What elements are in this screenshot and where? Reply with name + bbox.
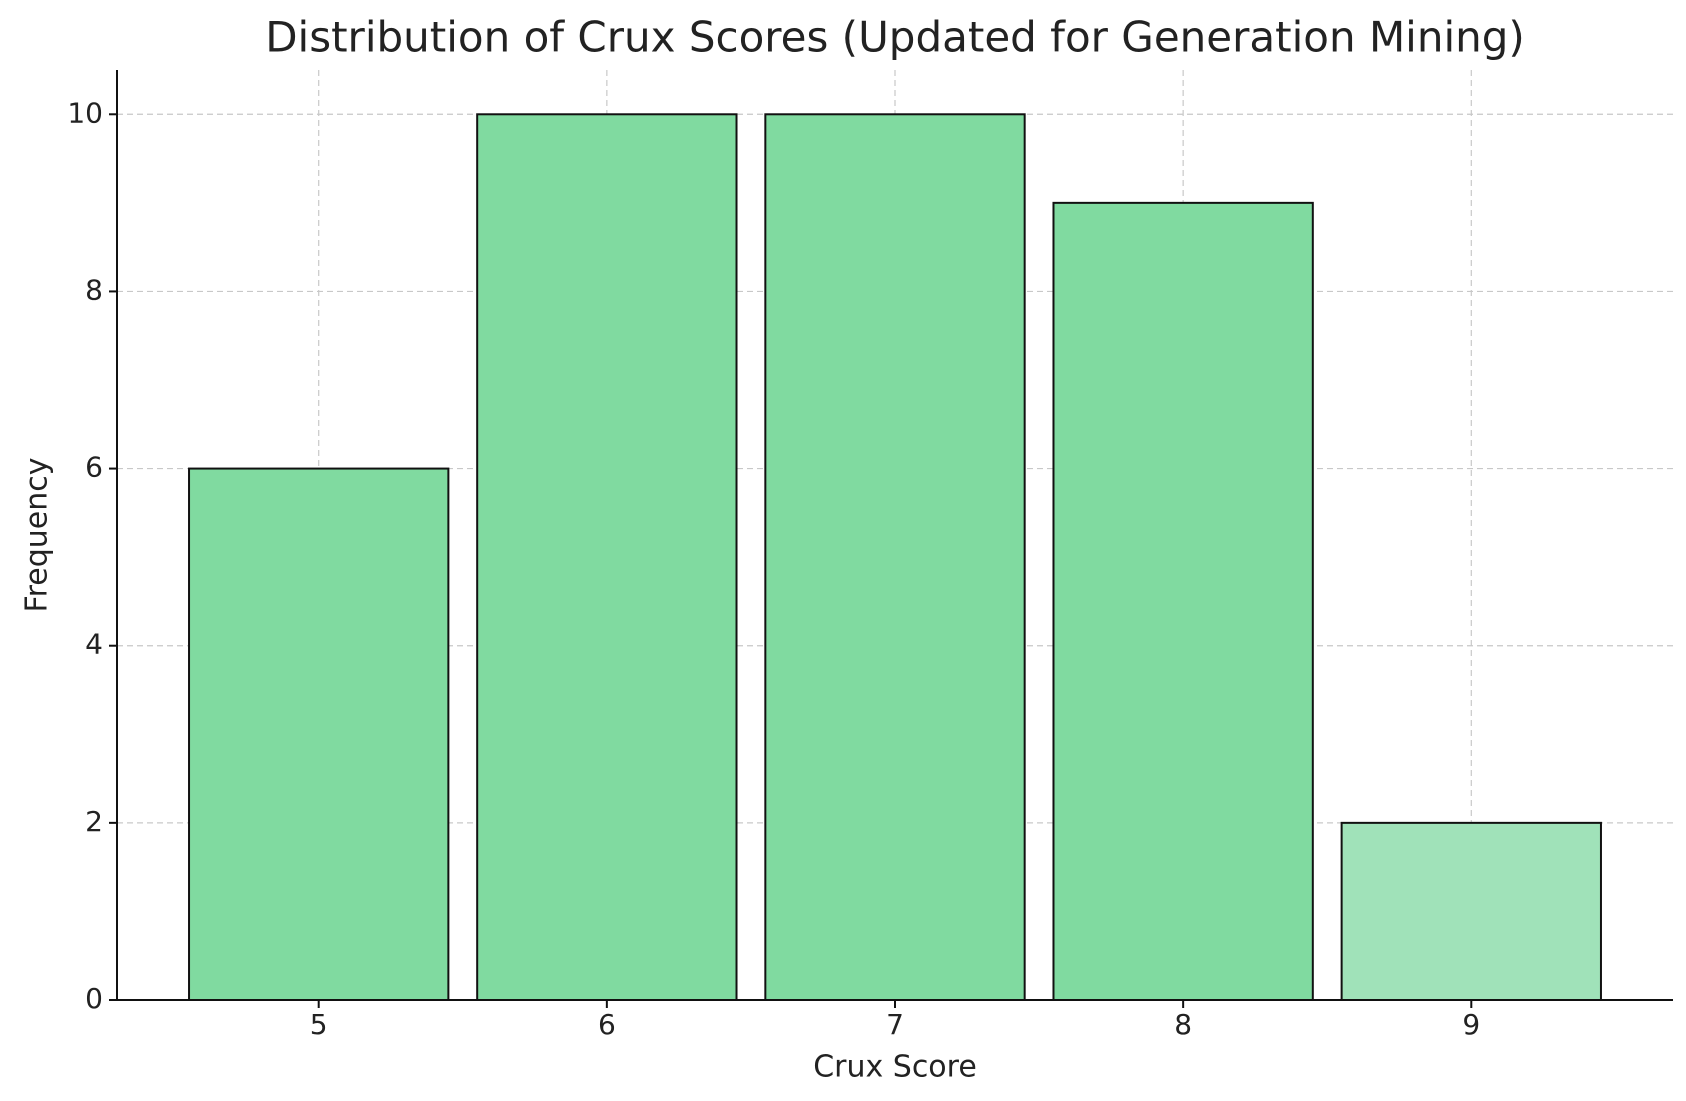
y-tick-label: 2: [85, 805, 103, 838]
bar: [1340, 821, 1602, 1001]
y-tick-label: 0: [85, 982, 103, 1015]
chart-title: Distribution of Crux Scores (Updated for…: [265, 13, 1525, 62]
x-tick-label: 5: [310, 1008, 328, 1041]
y-tick-label: 8: [85, 273, 103, 306]
x-tick-label: 9: [1462, 1008, 1480, 1041]
bar: [188, 467, 450, 1002]
bar: [476, 113, 738, 1002]
y-axis-label: Frequency: [20, 458, 55, 613]
y-tick-label: 10: [67, 96, 103, 129]
bar: [764, 113, 1026, 1002]
y-tick-label: 4: [85, 628, 103, 661]
bar: [1052, 201, 1314, 1002]
x-tick-label: 8: [1174, 1008, 1192, 1041]
x-axis-label: Crux Score: [813, 1050, 977, 1085]
x-tick-label: 6: [598, 1008, 616, 1041]
x-tick-label: 7: [886, 1008, 904, 1041]
y-tick-label: 6: [85, 451, 103, 484]
